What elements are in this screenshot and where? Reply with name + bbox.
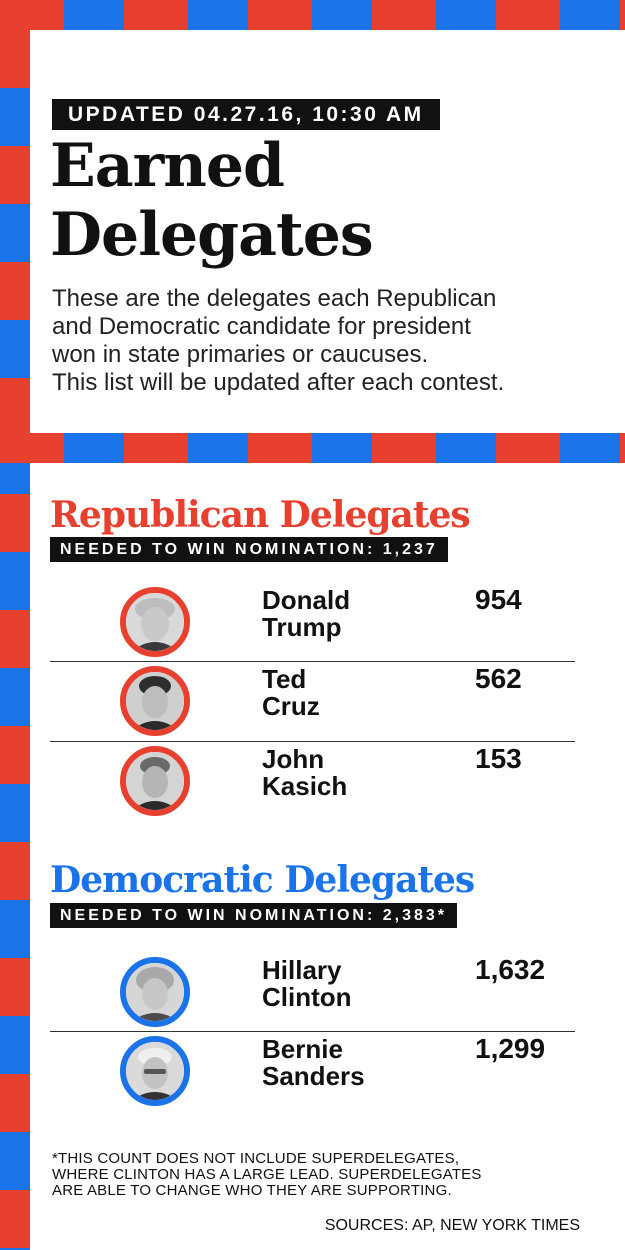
candidate-last-name: Sanders <box>262 1061 365 1091</box>
candidate-first-name: Ted <box>262 664 307 694</box>
page-title: Earned Delegates <box>50 132 590 270</box>
candidate-last-name: Kasich <box>262 771 348 801</box>
clinton-photo <box>120 957 190 1027</box>
delegate-count: 1,632 <box>475 954 546 985</box>
candidate-face-icon <box>126 963 184 1021</box>
candidate-face-icon <box>126 593 184 651</box>
updated-timestamp-label: UPDATED 04.27.16, 10:30 AM <box>52 99 440 130</box>
candidate-name: Hillary Clinton <box>262 957 352 1011</box>
candidate-first-name: Bernie <box>262 1034 343 1064</box>
sanders-photo <box>120 1036 190 1106</box>
republican-section-title: Republican Delegates <box>50 494 471 536</box>
trump-photo <box>120 587 190 657</box>
footnote-line: WHERE CLINTON HAS A LARGE LEAD. SUPERDEL… <box>52 1166 482 1183</box>
candidate-row-sanders: Bernie Sanders 1,299 <box>50 1031 575 1112</box>
footnote-line: ARE ABLE TO CHANGE WHO THEY ARE SUPPORTI… <box>52 1182 452 1199</box>
candidate-face-icon <box>126 1042 184 1100</box>
candidate-name: Bernie Sanders <box>262 1036 365 1090</box>
democratic-section-title: Democratic Delegates <box>50 859 475 901</box>
delegates-panel <box>30 463 625 1250</box>
candidate-row-cruz: Ted Cruz 562 <box>50 661 575 742</box>
title-line-1: Earned <box>50 131 285 201</box>
footnote-line: *THIS COUNT DOES NOT INCLUDE SUPERDELEGA… <box>52 1150 460 1167</box>
republican-needed-label: NEEDED TO WIN NOMINATION: 1,237 <box>50 537 448 562</box>
kasich-photo <box>120 746 190 816</box>
left-stripe-border <box>0 30 30 1250</box>
candidate-name: Ted Cruz <box>262 666 320 720</box>
candidate-last-name: Cruz <box>262 691 320 721</box>
candidate-first-name: John <box>262 744 325 774</box>
candidate-last-name: Clinton <box>262 982 352 1012</box>
delegate-count: 153 <box>475 743 522 774</box>
delegate-count: 1,299 <box>475 1033 546 1064</box>
candidate-face-icon <box>126 672 184 730</box>
intro-line: won in state primaries or caucuses. <box>52 341 429 368</box>
candidate-row-trump: Donald Trump 954 <box>50 583 575 663</box>
candidate-first-name: Donald <box>262 585 351 615</box>
intro-text: These are the delegates each Republican … <box>52 285 612 397</box>
intro-line: This list will be updated after each con… <box>52 369 505 396</box>
candidate-last-name: Trump <box>262 612 342 642</box>
candidate-first-name: Hillary <box>262 955 342 985</box>
title-line-2: Delegates <box>50 200 374 270</box>
candidate-row-clinton: Hillary Clinton 1,632 <box>50 953 575 1033</box>
header-panel <box>30 30 625 433</box>
candidate-face-icon <box>126 752 184 810</box>
intro-line: and Democratic candidate for president <box>52 313 471 340</box>
delegate-count: 954 <box>475 584 522 615</box>
candidate-name: Donald Trump <box>262 587 350 641</box>
superdelegates-footnote: *THIS COUNT DOES NOT INCLUDE SUPERDELEGA… <box>52 1151 582 1199</box>
candidate-row-kasich: John Kasich 153 <box>50 741 575 822</box>
sources-credit: SOURCES: AP, NEW YORK TIMES <box>324 1217 580 1234</box>
cruz-photo <box>120 666 190 736</box>
candidate-name: John Kasich <box>262 746 347 800</box>
democratic-needed-label: NEEDED TO WIN NOMINATION: 2,383* <box>50 903 457 928</box>
delegate-count: 562 <box>475 663 522 694</box>
intro-line: These are the delegates each Republican <box>52 285 497 312</box>
middle-stripe-divider <box>0 433 625 463</box>
top-stripe-border <box>0 0 625 30</box>
